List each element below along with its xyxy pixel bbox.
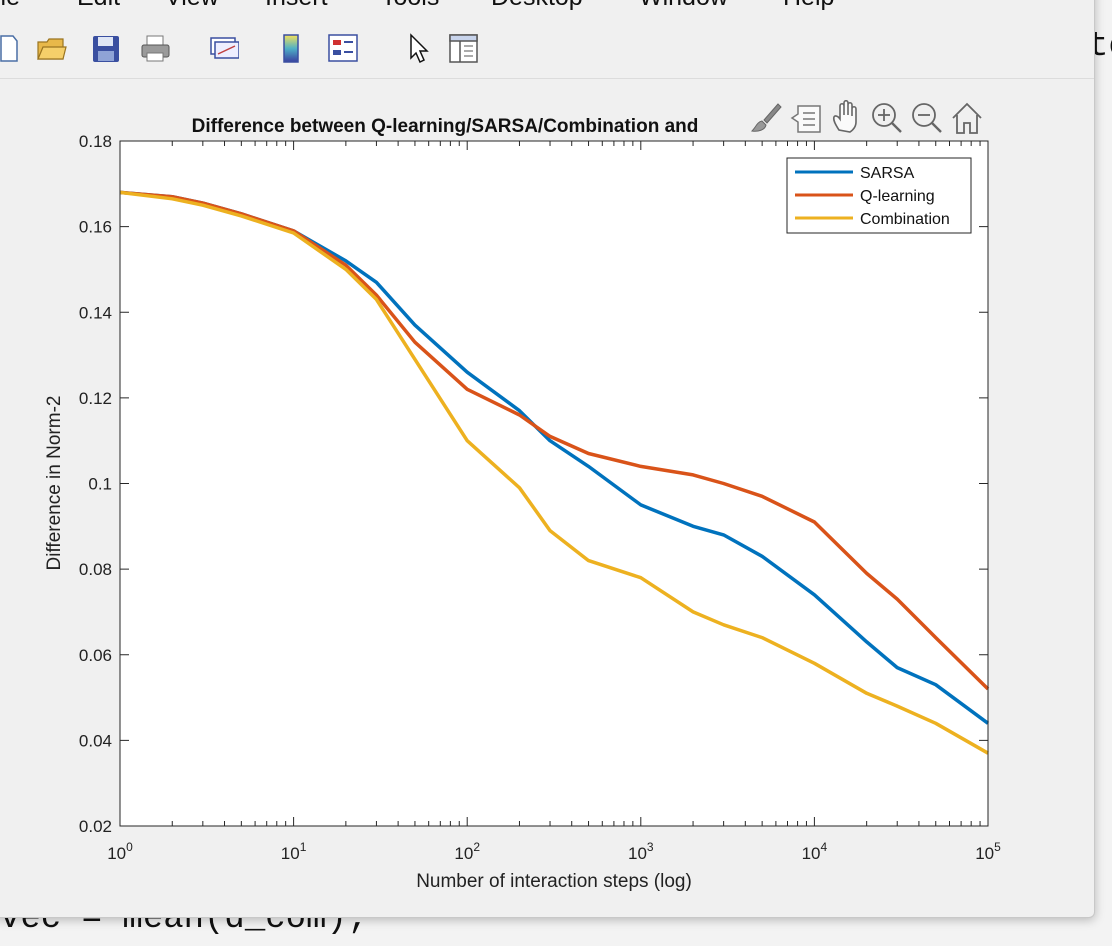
pan-hand-icon[interactable]: [830, 99, 864, 136]
axes-toolbar: [742, 99, 988, 140]
y-tick-label: 0.02: [79, 817, 112, 836]
chart-title: Difference between Q-learning/SARSA/Comb…: [192, 116, 699, 137]
x-axis-title: Number of interaction steps (log): [416, 871, 692, 892]
colorbar-icon[interactable]: [275, 32, 307, 64]
axes-box: [119, 140, 989, 827]
link-plot-icon[interactable]: [207, 32, 240, 64]
x-tick-label: 102: [454, 840, 480, 863]
legend-label-sarsa: SARSA: [860, 165, 915, 182]
legend-label-q-learning: Q-learning: [860, 188, 935, 205]
menu-help[interactable]: Help: [783, 0, 834, 12]
x-tick-labels: 100 101 102 103 104 105: [107, 840, 1001, 863]
figure-toolbar: [0, 18, 1094, 79]
pointer-icon[interactable]: [403, 32, 435, 64]
x-tick-label: 104: [802, 840, 828, 863]
x-tick-label: 103: [628, 840, 654, 863]
home-icon[interactable]: [950, 100, 984, 136]
menu-insert[interactable]: Insert: [265, 0, 328, 12]
series-lines: [119, 190, 990, 755]
menu-bar: ile Edit View Insert Tools Desktop Windo…: [0, 0, 855, 18]
print-icon[interactable]: [139, 32, 171, 64]
new-file-icon[interactable]: [0, 32, 19, 64]
zoom-out-icon[interactable]: [910, 100, 944, 136]
y-tick-label: 0.1: [88, 475, 112, 494]
y-tick-label: 0.18: [79, 132, 112, 151]
x-tick-label: 100: [107, 840, 133, 863]
y-tick-label: 0.16: [79, 218, 112, 237]
legend-label-combination: Combination: [860, 211, 950, 228]
legend[interactable]: SARSA Q-learning Combination: [786, 157, 972, 234]
menu-desktop[interactable]: Desktop: [491, 0, 583, 12]
open-folder-icon[interactable]: [35, 32, 67, 64]
menu-file[interactable]: ile: [0, 0, 20, 12]
menu-tools[interactable]: Tools: [381, 0, 439, 12]
y-tick-label: 0.08: [79, 560, 112, 579]
y-tick-label: 0.12: [79, 389, 112, 408]
property-inspector-icon[interactable]: [447, 32, 479, 64]
menu-window[interactable]: Window: [639, 0, 728, 12]
minor-ticks: [171, 141, 981, 826]
zoom-in-icon[interactable]: [870, 100, 904, 136]
x-tick-label: 101: [281, 840, 307, 863]
menu-edit[interactable]: Edit: [77, 0, 120, 12]
series-line-q-learning: [119, 190, 990, 691]
y-tick-labels: 0.02 0.04 0.06 0.08 0.1 0.12 0.14 0.16 0.18: [79, 132, 112, 836]
y-tick-label: 0.04: [79, 731, 112, 750]
brush-icon[interactable]: [748, 100, 782, 136]
y-axis-title: Difference in Norm-2: [44, 396, 65, 571]
series-line-combination: [119, 190, 989, 755]
legend-icon[interactable]: [327, 32, 359, 64]
save-icon[interactable]: [89, 32, 121, 64]
x-tick-label: 105: [975, 840, 1001, 863]
y-tick-label: 0.14: [79, 303, 112, 322]
data-tips-icon[interactable]: [788, 100, 822, 136]
axes-background: [120, 141, 988, 826]
menu-view[interactable]: View: [165, 0, 219, 12]
y-tick-label: 0.06: [79, 646, 112, 665]
